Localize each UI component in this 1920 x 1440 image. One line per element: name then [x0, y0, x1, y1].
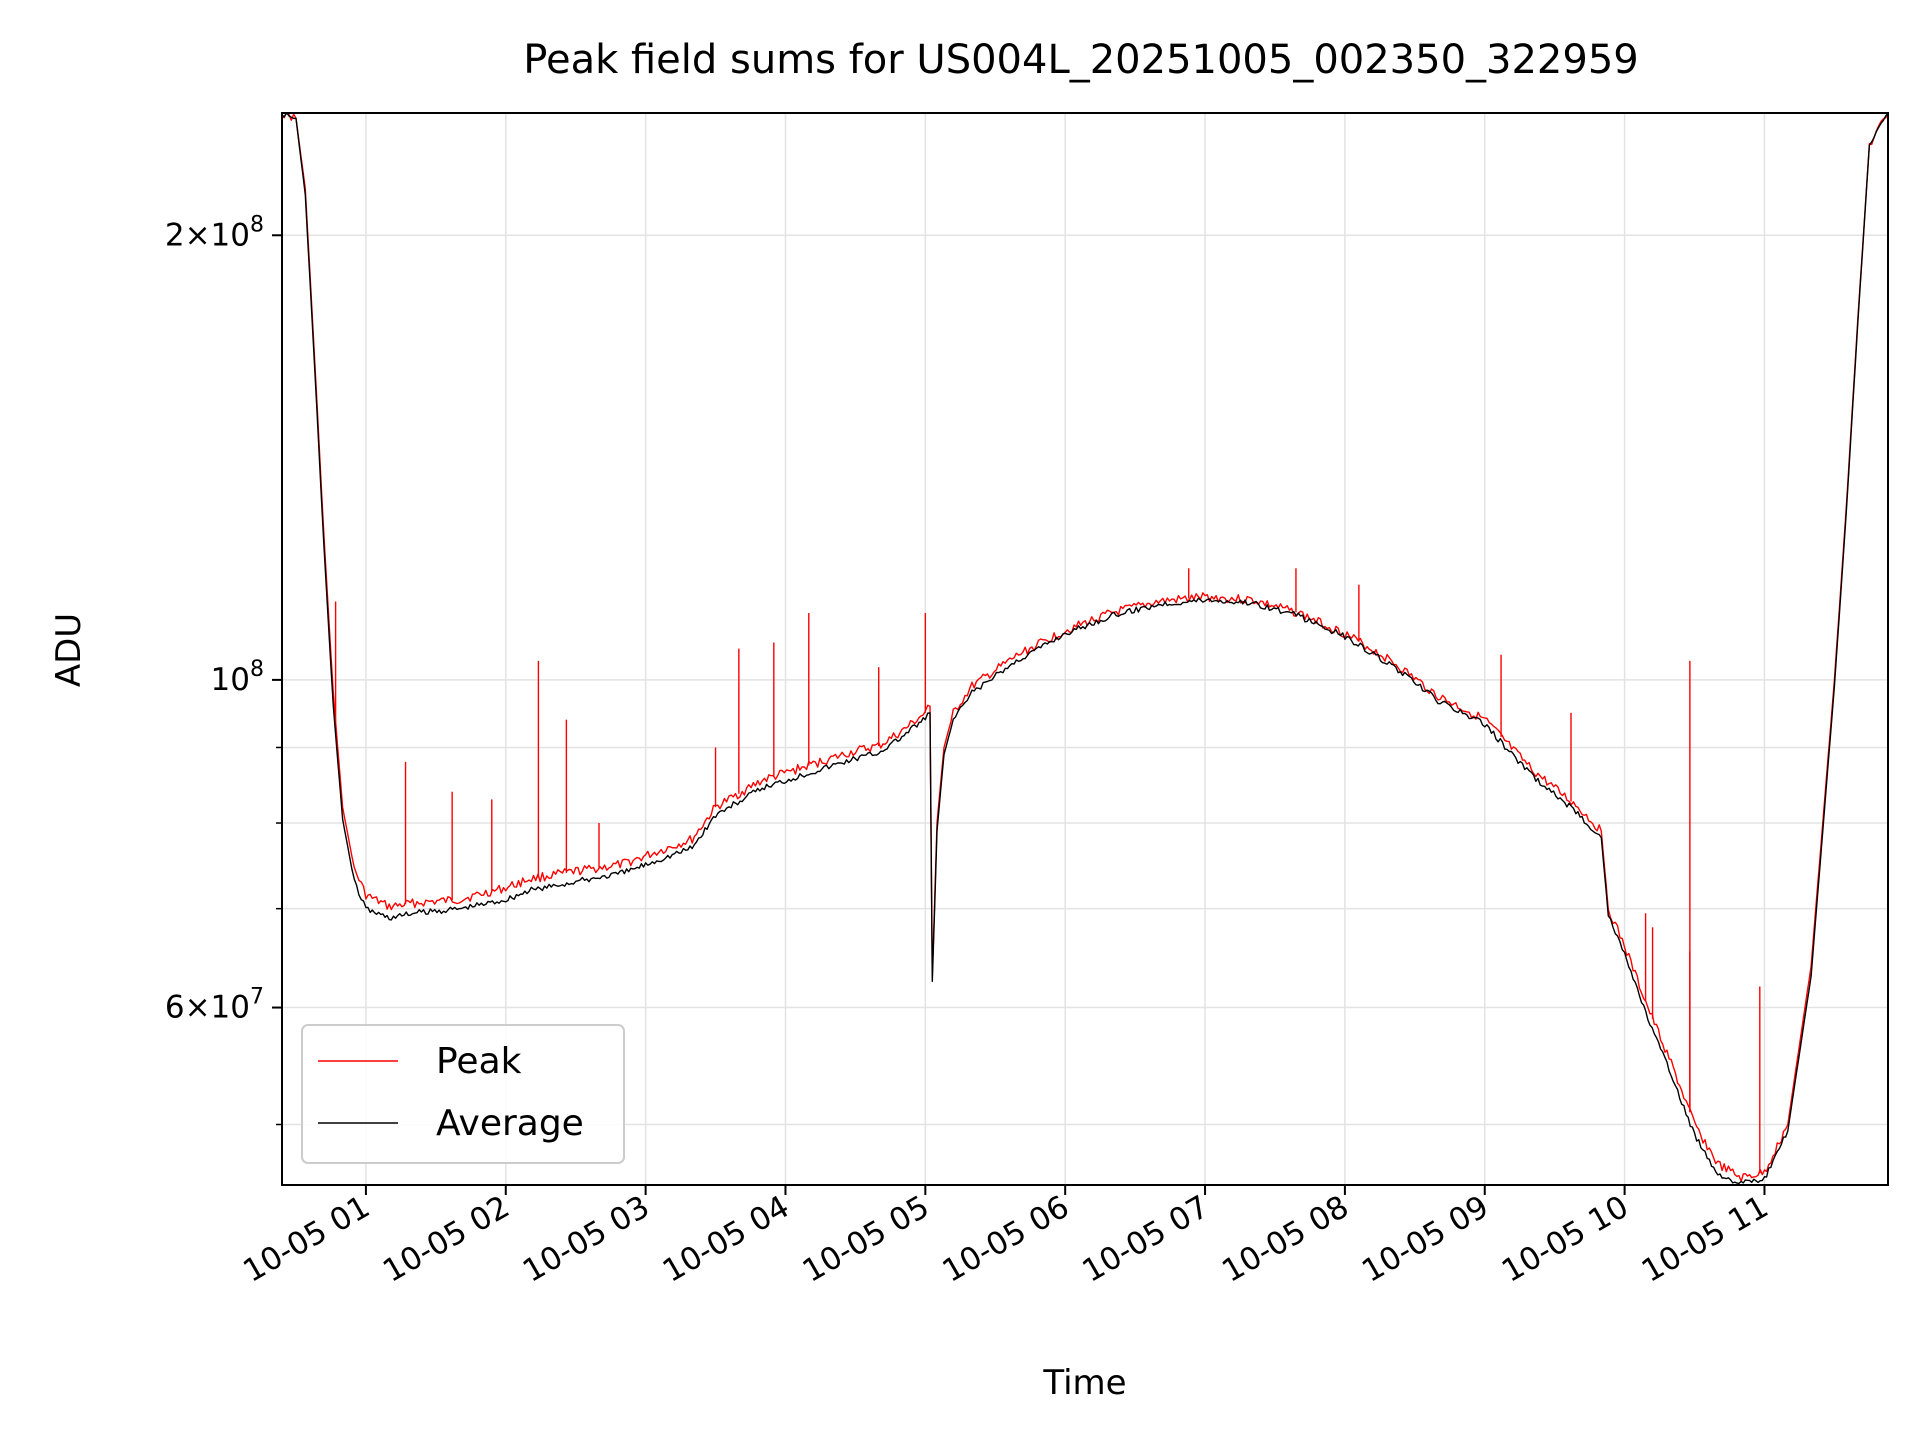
y-tick-label-base: 6×10 [165, 990, 250, 1026]
series-layer [282, 113, 1888, 1185]
legend-box [301, 1024, 625, 1164]
series-line-average [282, 113, 1888, 1185]
y-axis-title: ADU [49, 613, 89, 687]
x-axis-title: Time [1042, 1363, 1126, 1403]
legend-label-average: Average [436, 1103, 584, 1144]
y-tick-label-exponent: 8 [250, 212, 264, 237]
plot-frame [281, 112, 1889, 1186]
y-tick-label-base: 10 [211, 662, 250, 698]
y-tick-label-base: 2×10 [165, 217, 250, 253]
chart-title: Peak field sums for US004L_20251005_0023… [523, 37, 1638, 83]
legend-label-peak: Peak [436, 1041, 522, 1082]
y-tick-label: 108 [211, 657, 264, 698]
y-tick-label: 6×107 [165, 985, 264, 1026]
y-tick-label-exponent: 8 [250, 657, 264, 682]
y-tick-label-exponent: 7 [250, 985, 264, 1010]
legend: Peak Average [301, 1024, 625, 1164]
y-tick-label: 2×108 [165, 212, 264, 253]
plot-area [282, 113, 1888, 1185]
